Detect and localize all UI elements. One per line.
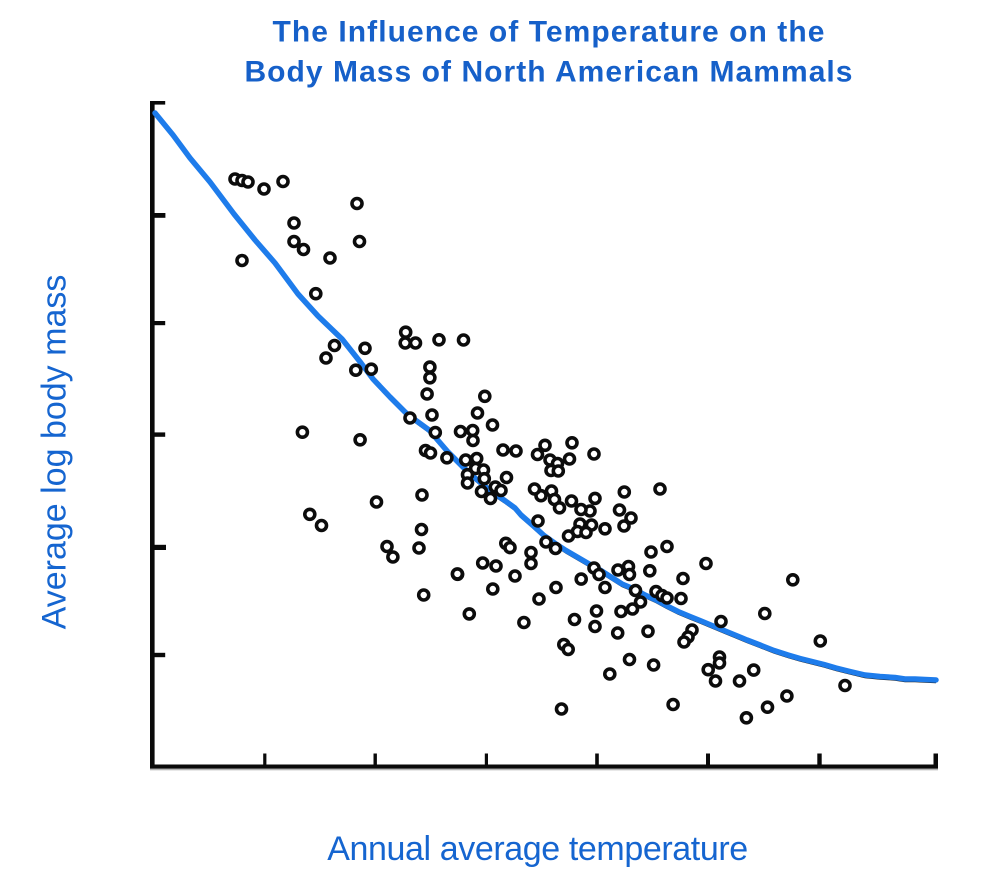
svg-text:Average log body mass: Average log body mass [36,275,74,630]
svg-text:Annual average temperature: Annual average temperature [327,830,748,868]
svg-text:The Influence of Temperature o: The Influence of Temperature on the [273,16,826,49]
svg-text:Body Mass of North American Ma: Body Mass of North American Mammals [244,56,853,89]
